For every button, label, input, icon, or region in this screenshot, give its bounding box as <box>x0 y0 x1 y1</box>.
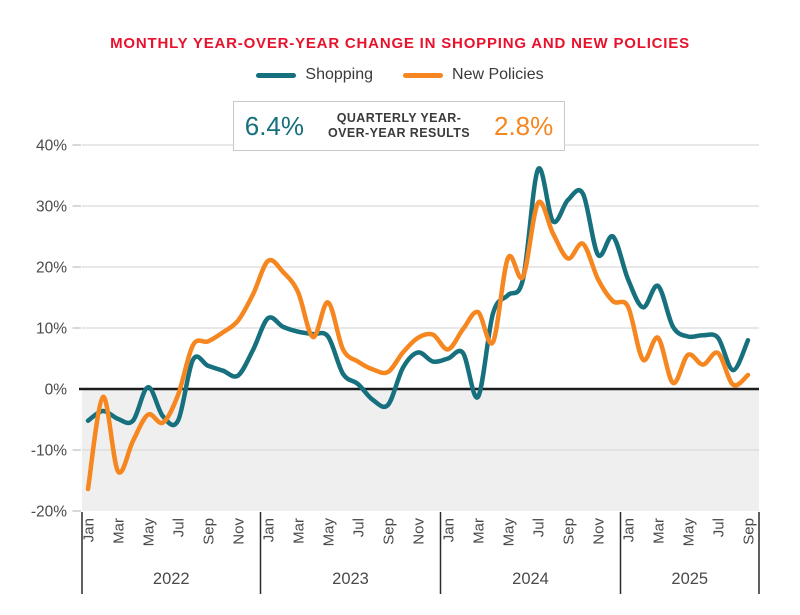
x-axis-month-label: Jan <box>261 518 278 542</box>
callout-heading: QUARTERLY YEAR- OVER-YEAR RESULTS <box>328 111 470 141</box>
x-axis-month-label: Nov <box>231 518 248 545</box>
x-axis-month-label: Jan <box>621 518 638 542</box>
x-axis-month-label: Nov <box>411 518 428 545</box>
y-axis-label: -20% <box>31 504 67 521</box>
x-axis-month-label: Mar <box>111 518 128 544</box>
new-policies-line-swatch <box>403 72 444 78</box>
x-axis-month-label: Jul <box>711 518 728 537</box>
shopping-quarterly-value: 6.4% <box>244 111 304 141</box>
x-axis-month-label: May <box>321 518 338 547</box>
x-axis-month-label: Jul <box>351 518 368 537</box>
callout-heading-line1: QUARTERLY YEAR- <box>336 111 462 125</box>
y-axis-label: -10% <box>31 443 67 460</box>
x-axis-year-label: 2025 <box>671 570 708 588</box>
y-axis-label: 0% <box>45 382 68 399</box>
quarterly-results-callout: 6.4% QUARTERLY YEAR- OVER-YEAR RESULTS 2… <box>233 101 565 151</box>
x-axis-month-label: Jan <box>441 518 458 542</box>
legend-item-new-policies: New Policies <box>403 66 544 84</box>
x-axis-month-label: May <box>141 518 158 547</box>
x-axis-month-label: Sep <box>561 518 578 545</box>
x-axis-year-label: 2023 <box>332 570 369 588</box>
x-axis-month-label: May <box>681 518 698 547</box>
x-axis-month-label: Mar <box>651 518 668 544</box>
legend-label-shopping: Shopping <box>305 66 374 83</box>
x-axis-month-label: Jul <box>531 518 548 537</box>
x-axis-month-label: Nov <box>591 518 608 545</box>
y-axis-label: 20% <box>36 260 67 277</box>
callout-heading-line2: OVER-YEAR RESULTS <box>328 126 470 140</box>
y-axis-label: 10% <box>36 321 67 338</box>
shopping-line <box>85 166 751 428</box>
page-title: MONTHLY YEAR-OVER-YEAR CHANGE IN SHOPPIN… <box>110 35 690 52</box>
x-axis-month-label: Sep <box>741 518 758 545</box>
shopping-line-swatch <box>256 72 297 78</box>
legend: Shopping New Policies <box>0 66 800 84</box>
y-axis-label: 40% <box>36 138 67 155</box>
x-axis-month-label: Sep <box>381 518 398 545</box>
legend-label-new-policies: New Policies <box>452 66 544 83</box>
y-axis-label: 30% <box>36 199 67 216</box>
x-axis-month-label: May <box>501 518 518 547</box>
x-axis-month-label: Sep <box>201 518 218 545</box>
x-axis-month-label: Jul <box>171 518 188 537</box>
x-axis-month-label: Mar <box>291 518 308 544</box>
new-policies-quarterly-value: 2.8% <box>494 111 554 141</box>
x-axis-month-label: Mar <box>471 518 488 544</box>
x-axis-year-label: 2024 <box>512 570 549 588</box>
new-policies-line <box>85 199 751 492</box>
legend-item-shopping: Shopping <box>256 66 373 84</box>
x-axis-month-label: Jan <box>81 518 98 542</box>
x-axis-year-label: 2022 <box>153 570 190 588</box>
